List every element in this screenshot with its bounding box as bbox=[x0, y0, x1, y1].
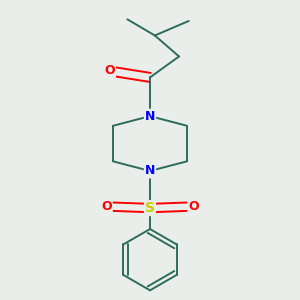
Text: N: N bbox=[145, 164, 155, 178]
Text: O: O bbox=[188, 200, 199, 213]
Text: N: N bbox=[145, 110, 155, 123]
Text: O: O bbox=[101, 200, 112, 213]
Text: O: O bbox=[104, 64, 115, 77]
Text: S: S bbox=[145, 201, 155, 215]
